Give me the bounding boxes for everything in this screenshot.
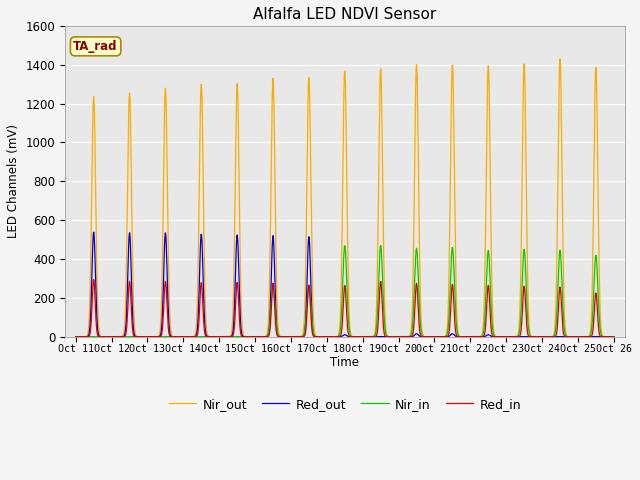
Nir_out <box>556 56 564 62</box>
Red_in <box>433 334 440 339</box>
Red_in <box>610 334 618 339</box>
Red_out <box>90 229 98 235</box>
X-axis label: Time: Time <box>330 356 359 369</box>
Line: Red_in: Red_in <box>76 280 614 336</box>
Red_out <box>462 334 470 339</box>
Nir_out <box>361 334 369 339</box>
Nir_in <box>361 334 369 339</box>
Red_in <box>72 334 79 339</box>
Red_out <box>362 334 369 339</box>
Title: Alfalfa LED NDVI Sensor: Alfalfa LED NDVI Sensor <box>253 7 436 22</box>
Nir_in <box>610 334 618 339</box>
Red_out <box>365 334 372 339</box>
Red_out <box>610 334 618 339</box>
Y-axis label: LED Channels (mV): LED Channels (mV) <box>7 124 20 238</box>
Line: Nir_out: Nir_out <box>76 59 614 336</box>
Nir_in <box>433 334 440 339</box>
Nir_in <box>72 334 79 339</box>
Nir_in <box>383 333 390 338</box>
Red_in <box>365 334 372 339</box>
Red_in <box>362 334 369 339</box>
Red_out <box>99 334 106 339</box>
Red_out <box>551 334 559 339</box>
Line: Red_out: Red_out <box>76 232 614 336</box>
Red_in <box>462 334 470 339</box>
Nir_in <box>364 334 372 339</box>
Nir_out <box>382 329 390 335</box>
Nir_in <box>377 242 385 248</box>
Red_out <box>383 334 390 339</box>
Red_in <box>383 334 390 339</box>
Red_in <box>99 334 106 339</box>
Nir_out <box>433 334 440 339</box>
Nir_in <box>99 334 106 339</box>
Nir_out <box>72 334 79 339</box>
Nir_out <box>364 334 372 339</box>
Red_out <box>72 334 79 339</box>
Legend: Nir_out, Red_out, Nir_in, Red_in: Nir_out, Red_out, Nir_in, Red_in <box>164 393 526 416</box>
Red_in <box>90 277 98 283</box>
Text: TA_rad: TA_rad <box>74 40 118 53</box>
Nir_out <box>610 334 618 339</box>
Nir_in <box>462 334 470 339</box>
Red_out <box>433 334 440 339</box>
Nir_out <box>99 334 106 339</box>
Line: Nir_in: Nir_in <box>76 245 614 336</box>
Nir_out <box>462 334 470 339</box>
